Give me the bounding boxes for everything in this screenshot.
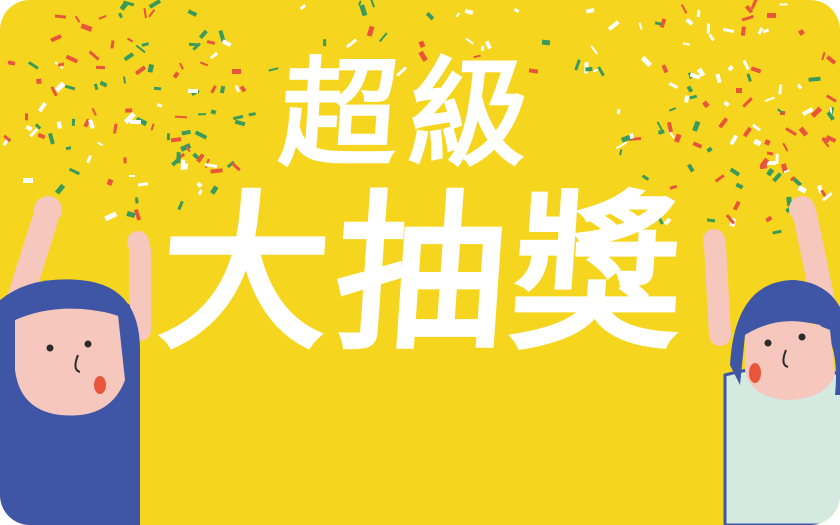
- confetti-piece: [232, 69, 242, 74]
- left-girl-hand-left: [34, 196, 62, 224]
- cheering-girl-right: [703, 196, 840, 525]
- right-girl-hair: [730, 280, 840, 395]
- title-big-lucky-draw: 大抽獎: [153, 176, 695, 374]
- right-girl-face: [745, 321, 835, 400]
- right-girl-hand-left: [703, 229, 725, 251]
- left-girl-eye: [46, 344, 54, 352]
- right-girl-mouth: [749, 363, 761, 383]
- title-super: 超級: [275, 45, 545, 183]
- left-girl-face: [15, 308, 125, 416]
- confetti-piece: [128, 174, 135, 178]
- right-girl-hand-right: [789, 196, 815, 222]
- left-girl-hand-right: [127, 231, 149, 253]
- left-girl-mouth: [94, 376, 106, 394]
- right-girl-eye: [764, 339, 772, 347]
- right-girl-arm-left: [704, 234, 731, 346]
- cheering-girl-left: [0, 196, 151, 525]
- confetti-piece: [23, 177, 34, 183]
- confetti-piece: [735, 88, 743, 94]
- confetti-piece: [764, 160, 776, 165]
